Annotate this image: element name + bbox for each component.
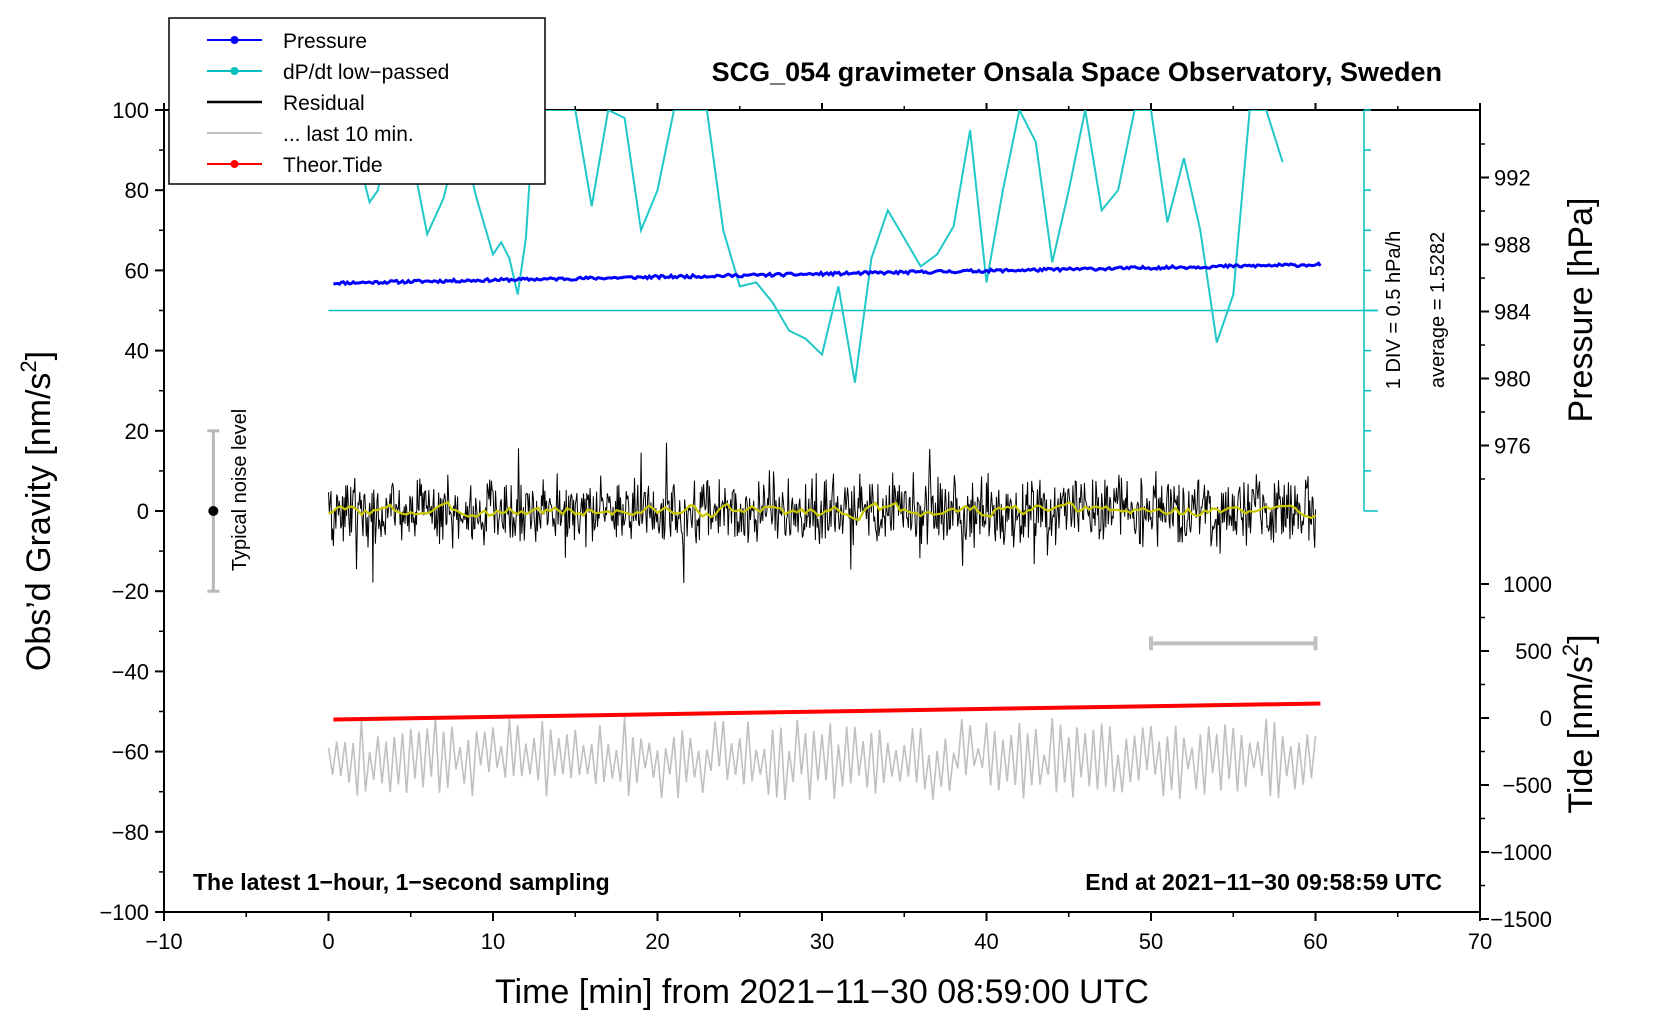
y-axis-title-tide-close: ] <box>1562 634 1600 643</box>
residual-smoothed-line <box>328 500 1317 522</box>
legend: Pressure dP/dt low−passed Residual ... last… <box>207 30 449 177</box>
tide-tick-label: −1500 <box>1490 907 1552 932</box>
legend-label: Residual <box>283 92 365 115</box>
tide-tick-label: −500 <box>1502 773 1552 798</box>
pressure-tick-label: 992 <box>1494 166 1531 191</box>
y-axis-title-pressure: Pressure [hPa] <box>1562 198 1600 423</box>
y-axis-title-left-sup: 2 <box>16 360 41 372</box>
noise-level-label: Typical noise level <box>229 409 251 571</box>
noise-level-bar <box>207 429 220 593</box>
last10-range-bar <box>1149 636 1318 651</box>
y-tick-label: −100 <box>99 900 149 925</box>
tide-tick-label: 500 <box>1515 639 1552 664</box>
x-axis-title: Time [min] from 2021−11−30 08:59:00 UTC <box>495 973 1149 1011</box>
pressure-tick-label: 988 <box>1494 233 1531 258</box>
legend-label: Pressure <box>283 30 367 53</box>
y-tick-label: 40 <box>125 339 149 364</box>
noise-bar-dot <box>208 506 219 516</box>
footer-right: End at 2021−11−30 09:58:59 UTC <box>1085 869 1442 895</box>
x-tick-label: 0 <box>322 929 334 954</box>
y-axis-title-tide: Tide [nm/s2] <box>1558 634 1600 813</box>
chart-title: SCG_054 gravimeter Onsala Space Observat… <box>712 57 1442 87</box>
legend-swatch-marker <box>230 36 239 44</box>
x-tick-label: −10 <box>145 929 182 954</box>
tide-tick-label: 0 <box>1540 706 1552 731</box>
y-tick-label: 80 <box>125 178 149 203</box>
legend-label: dP/dt low−passed <box>283 61 449 84</box>
pressure-tick-label: 976 <box>1494 434 1531 459</box>
x-tick-label: 60 <box>1303 929 1327 954</box>
x-tick-label: 70 <box>1468 929 1492 954</box>
y-axis-title-left: Obs’d Gravity [nm/s2] <box>16 351 58 671</box>
y-tick-label: −80 <box>112 820 149 845</box>
x-tick-label: 30 <box>810 929 834 954</box>
pressure-axis: 976 980 984 988 992 <box>1480 143 1531 480</box>
dpdt-scale-label: 1 DIV = 0.5 hPa/h <box>1383 231 1405 389</box>
y-axis-title-left-close: ] <box>20 351 58 360</box>
y-tick-label: 0 <box>137 499 149 524</box>
x-tick-label: 20 <box>645 929 669 954</box>
pressure-series-line <box>333 261 1322 287</box>
residual-series-line <box>328 442 1316 584</box>
y-tick-label: −40 <box>112 659 149 684</box>
x-tick-label: 50 <box>1139 929 1163 954</box>
y-axis-ticks: −100 −80 −60 −40 −20 0 20 40 60 80 100 <box>99 98 164 925</box>
tide-axis: −1500 −1000 −500 0 500 1000 <box>1480 572 1552 932</box>
tide-tick-label: −1000 <box>1490 840 1552 865</box>
y-tick-label: 60 <box>125 258 149 283</box>
x-tick-label: 10 <box>481 929 505 954</box>
y-axis-title-tide-sup: 2 <box>1558 644 1583 656</box>
tide-tick-label: 1000 <box>1503 572 1552 597</box>
footer-left: The latest 1−hour, 1−second sampling <box>193 869 610 895</box>
tide-series-line <box>333 701 1321 722</box>
last10-series-line <box>327 716 1317 801</box>
pressure-tick-label: 984 <box>1494 300 1531 325</box>
y-tick-label: −60 <box>112 740 149 765</box>
pressure-tick-label: 980 <box>1494 367 1531 392</box>
legend-swatch-marker <box>230 67 239 75</box>
legend-label: ... last 10 min. <box>283 123 414 146</box>
legend-swatch-marker <box>230 160 239 168</box>
x-tick-label: 40 <box>974 929 998 954</box>
dpdt-series-line <box>327 110 1284 383</box>
dpdt-average-label: average = 1.5282 <box>1427 232 1449 388</box>
y-tick-label: 100 <box>112 98 149 123</box>
y-tick-label: 20 <box>125 419 149 444</box>
legend-label: Theor.Tide <box>283 154 383 177</box>
x-axis-ticks: −10 0 10 20 30 40 50 60 70 <box>145 103 1492 954</box>
y-tick-label: −20 <box>112 579 149 604</box>
